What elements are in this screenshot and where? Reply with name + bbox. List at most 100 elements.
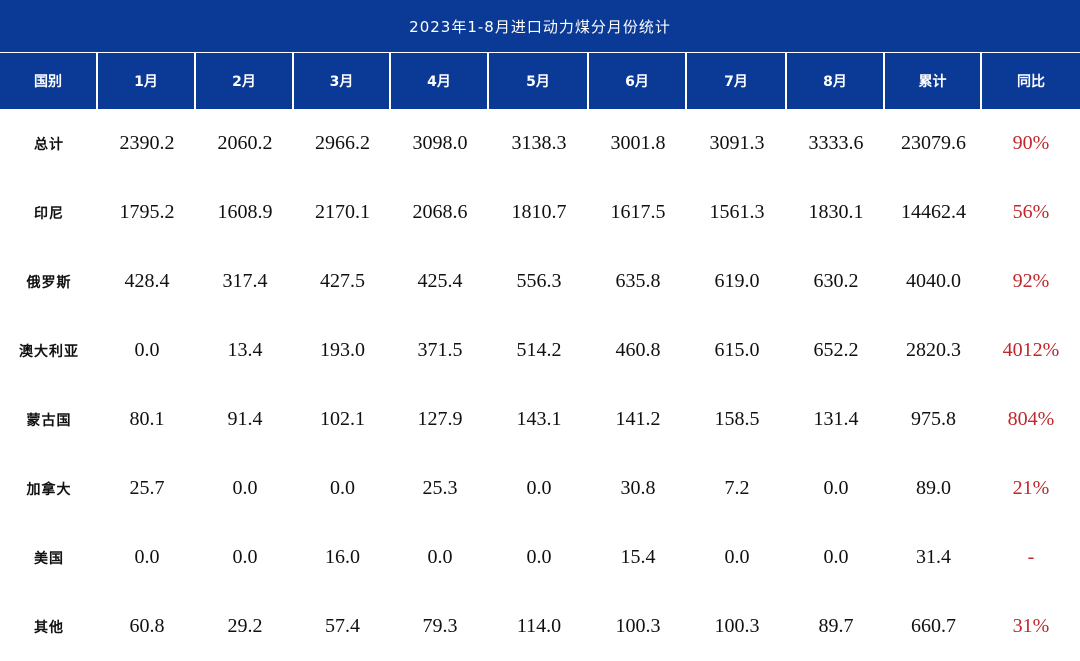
month-value: 2068.6 bbox=[412, 201, 468, 223]
table-row: 总计 2390.2 2060.2 2966.2 3098.0 3138.3 3001.8 30… bbox=[0, 109, 1080, 178]
month-value: 427.5 bbox=[320, 270, 365, 292]
month-value: 2390.2 bbox=[119, 132, 175, 154]
country-name: 澳大利亚 bbox=[19, 343, 79, 360]
month-value: 615.0 bbox=[714, 339, 760, 361]
month-value: 16.0 bbox=[325, 546, 360, 568]
table-row: 美国 0.0 0.0 16.0 0.0 0.0 15.4 0.0 0.0 31.4 - bbox=[0, 523, 1080, 592]
table-row: 其他 60.8 29.2 57.4 79.3 114.0 100.3 100.3 89.7 660… bbox=[0, 592, 1080, 661]
country-name: 加拿大 bbox=[26, 481, 72, 498]
month-value: 158.5 bbox=[714, 408, 760, 430]
month-value: 3333.6 bbox=[808, 132, 864, 154]
month-value: 100.3 bbox=[615, 615, 661, 637]
month-value: 102.1 bbox=[320, 408, 365, 430]
month-value: 89.7 bbox=[818, 615, 854, 637]
cumulative-value: 14462.4 bbox=[901, 201, 966, 223]
yoy-value: 56% bbox=[1012, 201, 1050, 223]
month-value: 193.0 bbox=[320, 339, 365, 361]
month-value: 1830.1 bbox=[808, 201, 864, 223]
country-name: 蒙古国 bbox=[26, 412, 72, 429]
month-value: 0.0 bbox=[427, 546, 453, 568]
month-value: 3001.8 bbox=[610, 132, 666, 154]
month-value: 80.1 bbox=[129, 408, 165, 430]
month-value: 1561.3 bbox=[709, 201, 765, 223]
header-month-7: 7月 bbox=[687, 53, 787, 109]
month-value: 619.0 bbox=[714, 270, 760, 292]
month-value: 91.4 bbox=[227, 408, 263, 430]
yoy-value: 21% bbox=[1012, 477, 1050, 499]
month-value: 0.0 bbox=[330, 477, 355, 499]
cumulative-value: 2820.3 bbox=[906, 339, 961, 361]
month-value: 7.2 bbox=[724, 477, 750, 499]
month-value: 1617.5 bbox=[610, 201, 666, 223]
cumulative-value: 89.0 bbox=[916, 477, 951, 499]
header-month-5: 5月 bbox=[489, 53, 589, 109]
table-row: 澳大利亚 0.0 13.4 193.0 371.5 514.2 460.8 615.0 652.… bbox=[0, 316, 1080, 385]
month-value: 556.3 bbox=[516, 270, 562, 292]
country-name: 总计 bbox=[34, 136, 64, 153]
month-value: 652.2 bbox=[813, 339, 859, 361]
month-value: 100.3 bbox=[714, 615, 760, 637]
table-title: 2023年1-8月进口动力煤分月份统计 bbox=[0, 0, 1080, 52]
header-month-4: 4月 bbox=[391, 53, 489, 109]
yoy-value: 92% bbox=[1012, 270, 1050, 292]
header-month-6: 6月 bbox=[589, 53, 687, 109]
month-value: 0.0 bbox=[823, 477, 849, 499]
month-value: 460.8 bbox=[615, 339, 661, 361]
month-value: 13.4 bbox=[227, 339, 263, 361]
month-value: 317.4 bbox=[222, 270, 268, 292]
country-name: 印尼 bbox=[34, 205, 64, 222]
month-value: 0.0 bbox=[526, 477, 552, 499]
month-value: 0.0 bbox=[823, 546, 849, 568]
month-value: 0.0 bbox=[232, 546, 258, 568]
header-month-3: 3月 bbox=[294, 53, 391, 109]
month-value: 2060.2 bbox=[217, 132, 273, 154]
month-value: 79.3 bbox=[422, 615, 458, 637]
month-value: 29.2 bbox=[227, 615, 263, 637]
month-value: 3098.0 bbox=[412, 132, 468, 154]
yoy-value: - bbox=[1027, 546, 1035, 568]
month-value: 57.4 bbox=[325, 615, 360, 637]
header-month-2: 2月 bbox=[196, 53, 294, 109]
month-value: 1608.9 bbox=[217, 201, 273, 223]
header-country: 国别 bbox=[0, 53, 98, 109]
month-value: 425.4 bbox=[417, 270, 463, 292]
yoy-value: 31% bbox=[1012, 615, 1050, 637]
header-cumulative: 累计 bbox=[885, 53, 982, 109]
month-value: 30.8 bbox=[620, 477, 656, 499]
cumulative-value: 660.7 bbox=[911, 615, 956, 637]
month-value: 143.1 bbox=[516, 408, 562, 430]
header-month-1: 1月 bbox=[98, 53, 196, 109]
month-value: 3091.3 bbox=[709, 132, 765, 154]
cumulative-value: 23079.6 bbox=[901, 132, 966, 154]
yoy-value: 804% bbox=[1007, 408, 1055, 430]
month-value: 0.0 bbox=[134, 339, 160, 361]
month-value: 2170.1 bbox=[315, 201, 370, 223]
table-body: 总计 2390.2 2060.2 2966.2 3098.0 3138.3 3001.8 30… bbox=[0, 109, 1080, 661]
month-value: 1810.7 bbox=[511, 201, 567, 223]
month-value: 1795.2 bbox=[119, 201, 175, 223]
month-value: 0.0 bbox=[526, 546, 552, 568]
month-value: 514.2 bbox=[516, 339, 562, 361]
table-row: 加拿大 25.7 0.0 0.0 25.3 0.0 30.8 7.2 0.0 89.0 21% bbox=[0, 454, 1080, 523]
month-value: 127.9 bbox=[417, 408, 463, 430]
month-value: 371.5 bbox=[417, 339, 463, 361]
header-yoy: 同比 bbox=[982, 53, 1080, 109]
month-value: 635.8 bbox=[615, 270, 661, 292]
month-value: 3138.3 bbox=[511, 132, 567, 154]
cumulative-value: 4040.0 bbox=[906, 270, 961, 292]
month-value: 0.0 bbox=[134, 546, 160, 568]
month-value: 60.8 bbox=[129, 615, 165, 637]
cumulative-value: 31.4 bbox=[916, 546, 951, 568]
header-month-8: 8月 bbox=[787, 53, 885, 109]
cumulative-value: 975.8 bbox=[911, 408, 956, 430]
country-name: 美国 bbox=[34, 550, 64, 567]
table-row: 俄罗斯 428.4 317.4 427.5 425.4 556.3 635.8 619.0 63… bbox=[0, 247, 1080, 316]
month-value: 630.2 bbox=[813, 270, 859, 292]
month-value: 2966.2 bbox=[315, 132, 370, 154]
month-value: 25.7 bbox=[129, 477, 165, 499]
country-name: 其他 bbox=[34, 619, 64, 636]
month-value: 25.3 bbox=[422, 477, 458, 499]
month-value: 15.4 bbox=[620, 546, 656, 568]
table-row: 印尼 1795.2 1608.9 2170.1 2068.6 1810.7 1617.5 15… bbox=[0, 178, 1080, 247]
